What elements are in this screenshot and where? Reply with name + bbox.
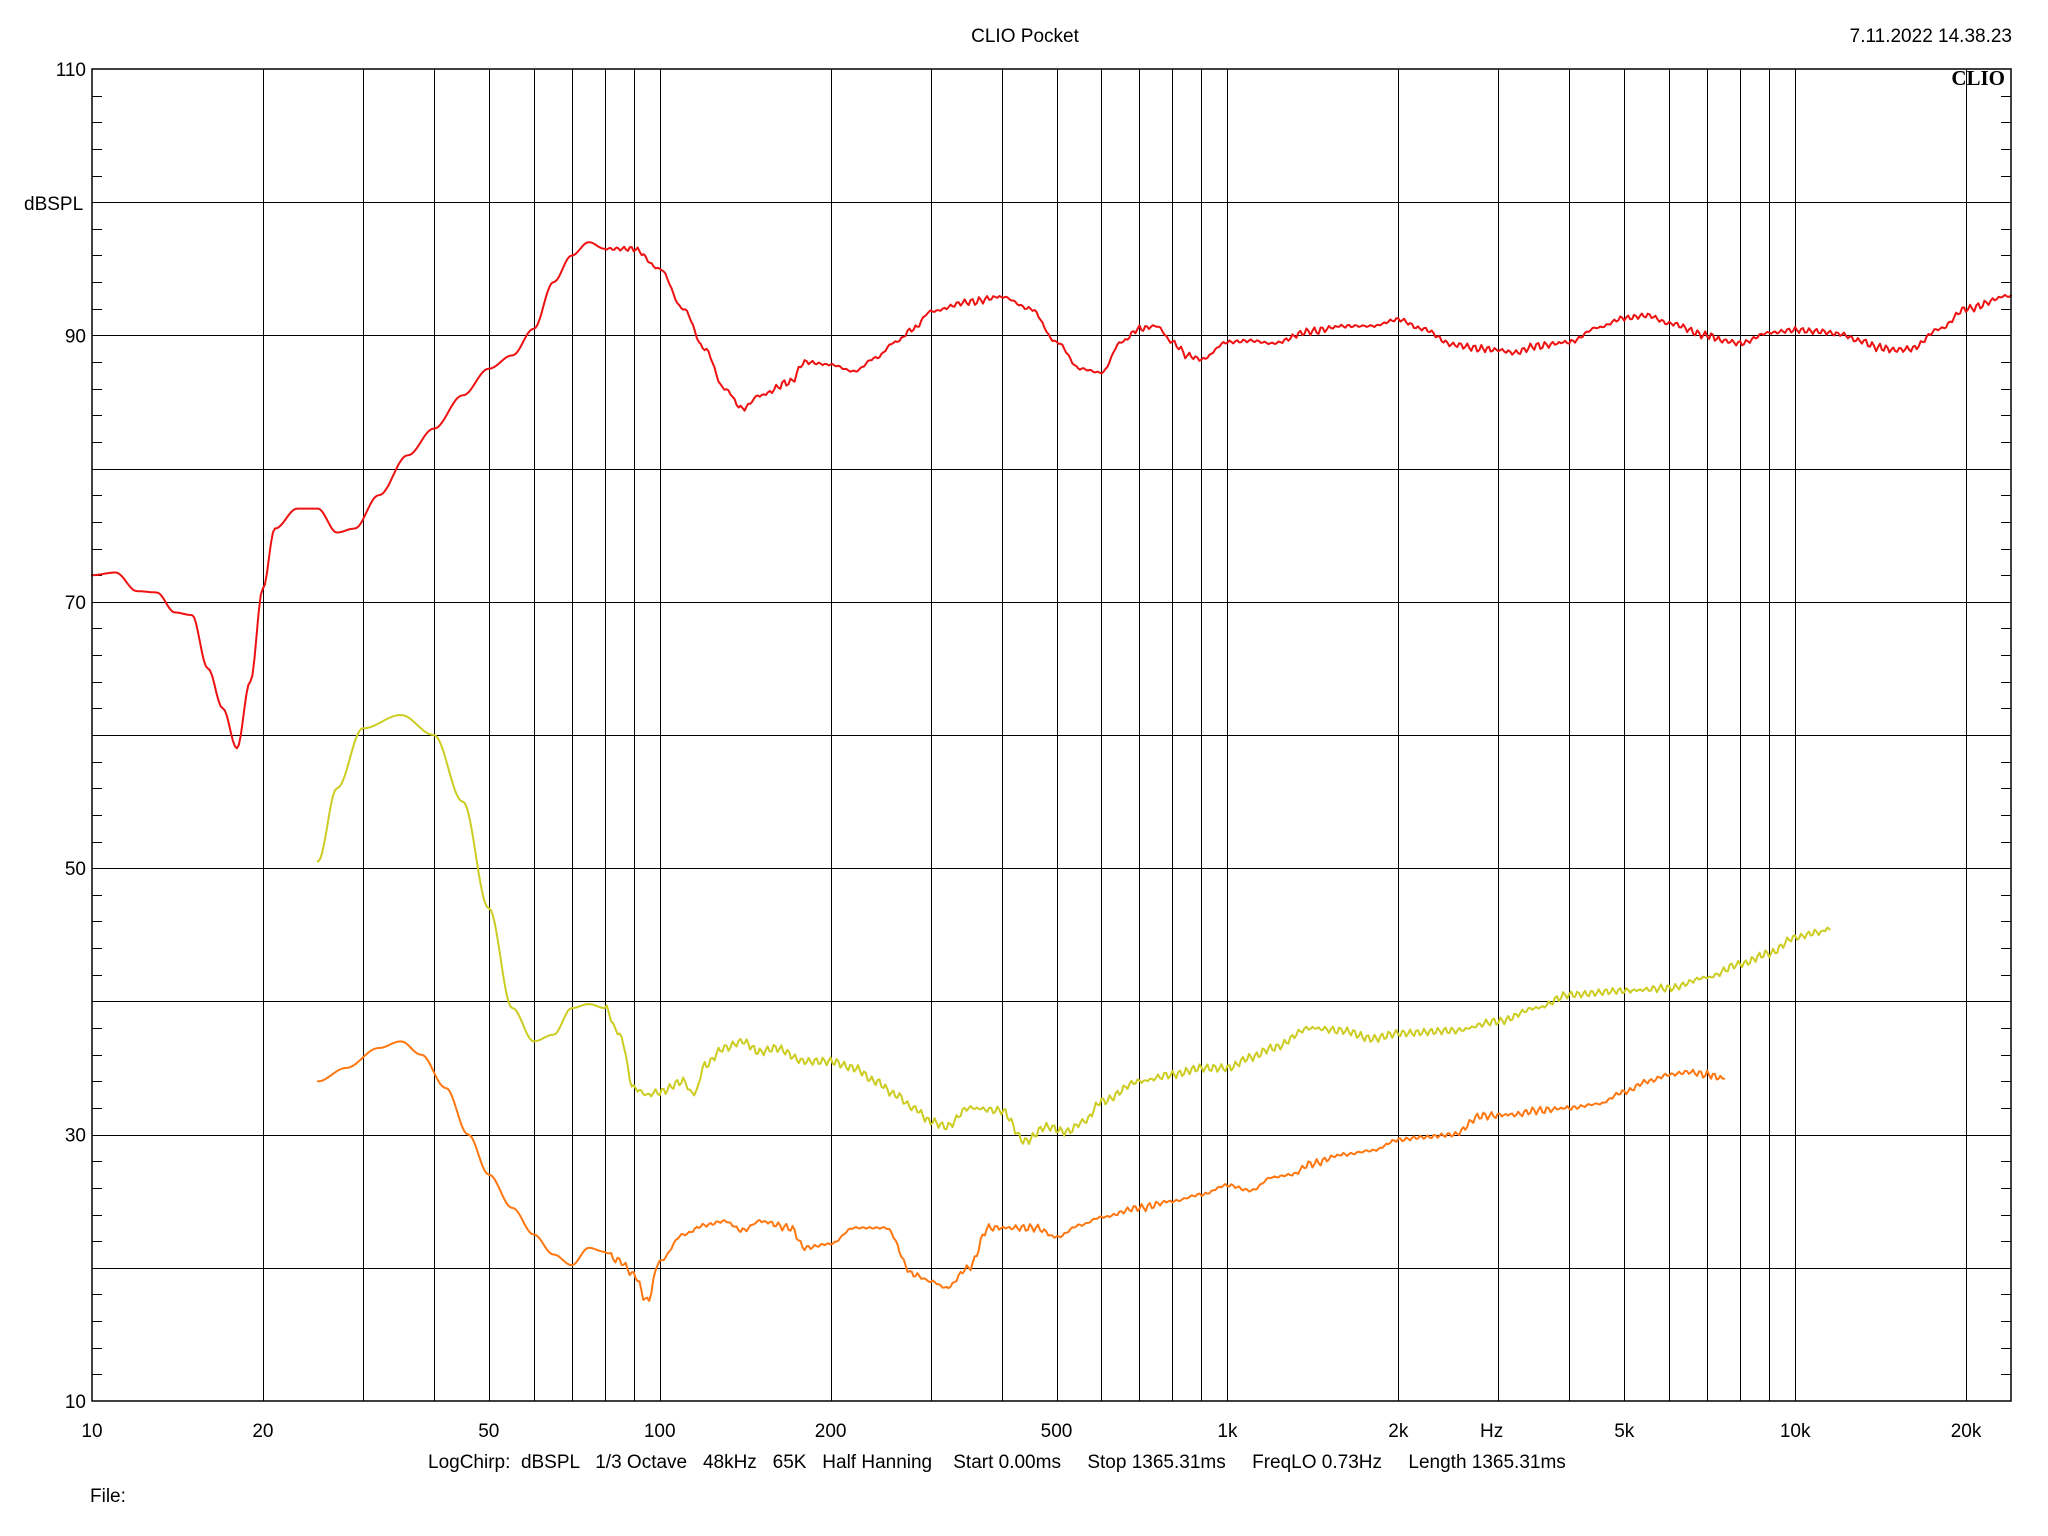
y-tick-label: 90 (65, 326, 86, 347)
grid (92, 69, 2011, 1401)
y-tick-label: 30 (65, 1126, 86, 1147)
x-tick-label: 5k (1614, 1421, 1635, 1442)
x-axis-label: Hz (1480, 1421, 1503, 1442)
x-tick-label: 2k (1388, 1421, 1409, 1442)
series-line-1 (91, 241, 2012, 750)
series-line-2 (316, 714, 1831, 1145)
x-tick-label: 10k (1780, 1421, 1811, 1442)
chart-title: CLIO Pocket (971, 26, 1079, 47)
series-line-3 (316, 1040, 1726, 1302)
y-tick-label: 110 (56, 60, 86, 81)
y-tick-label: 70 (65, 593, 86, 614)
clio-logo: CLIO (1951, 66, 2005, 90)
x-tick-label: 20k (1951, 1421, 1982, 1442)
y-axis-label: dBSPL (24, 194, 83, 215)
x-tick-label: 20 (252, 1421, 273, 1442)
y-tick-label: 50 (65, 859, 86, 880)
plot-frame (91, 68, 2012, 1402)
x-tick-label: 50 (478, 1421, 499, 1442)
x-tick-label: 100 (644, 1421, 676, 1442)
x-tick-label: 1k (1217, 1421, 1238, 1442)
file-label: File: (90, 1486, 126, 1507)
x-tick-label: 200 (815, 1421, 847, 1442)
tick-labels: 10 30 50 70 90 110 10 20 50 100 200 500 1k 2k 5k 10k 20k (56, 60, 1982, 1442)
traces (91, 241, 2012, 1302)
x-tick-label: 10 (81, 1421, 102, 1442)
timestamp: 7.11.2022 14.38.23 (1850, 26, 2012, 47)
measurement-settings: LogChirp: dBSPL 1/3 Octave 48kHz 65K Hal… (428, 1452, 1566, 1473)
y-tick-label: 10 (65, 1392, 86, 1413)
x-tick-label: 500 (1041, 1421, 1073, 1442)
